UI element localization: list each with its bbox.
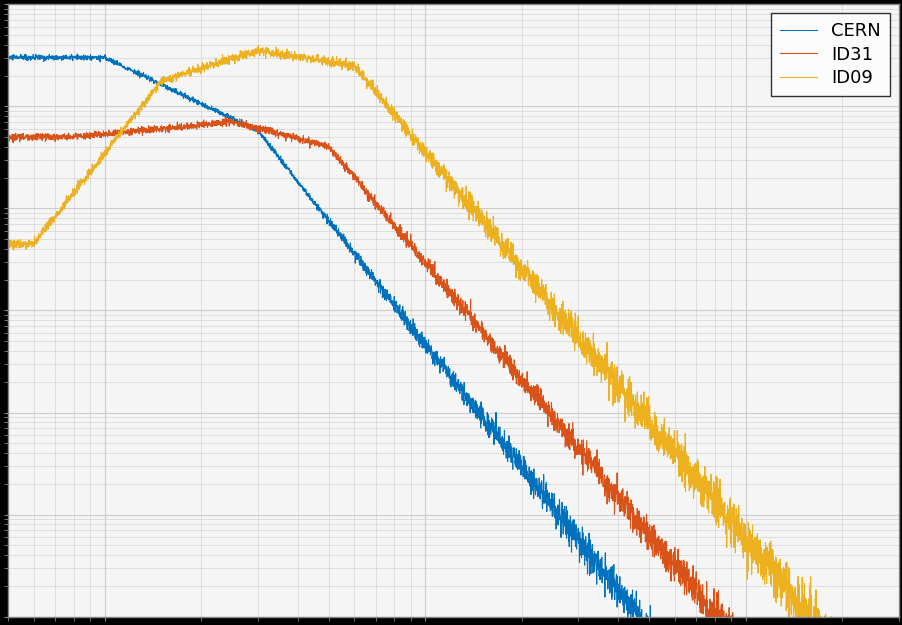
- ID31: [377, 205, 388, 212]
- ID31: [3, 132, 14, 139]
- ID09: [649, 422, 660, 430]
- ID31: [220, 114, 231, 121]
- ID09: [3, 242, 14, 250]
- ID31: [649, 526, 660, 534]
- CERN: [3, 52, 14, 59]
- Line: ID31: ID31: [8, 118, 897, 625]
- ID09: [377, 96, 388, 104]
- Line: ID09: ID09: [8, 46, 897, 625]
- ID09: [384, 103, 395, 111]
- ID31: [384, 214, 395, 221]
- CERN: [377, 288, 388, 295]
- CERN: [72, 50, 83, 58]
- CERN: [649, 620, 660, 625]
- CERN: [426, 347, 437, 354]
- ID09: [426, 154, 437, 161]
- ID31: [426, 268, 437, 276]
- Line: CERN: CERN: [8, 54, 897, 625]
- CERN: [384, 292, 395, 299]
- ID09: [253, 42, 263, 49]
- Legend: CERN, ID31, ID09: CERN, ID31, ID09: [770, 13, 888, 96]
